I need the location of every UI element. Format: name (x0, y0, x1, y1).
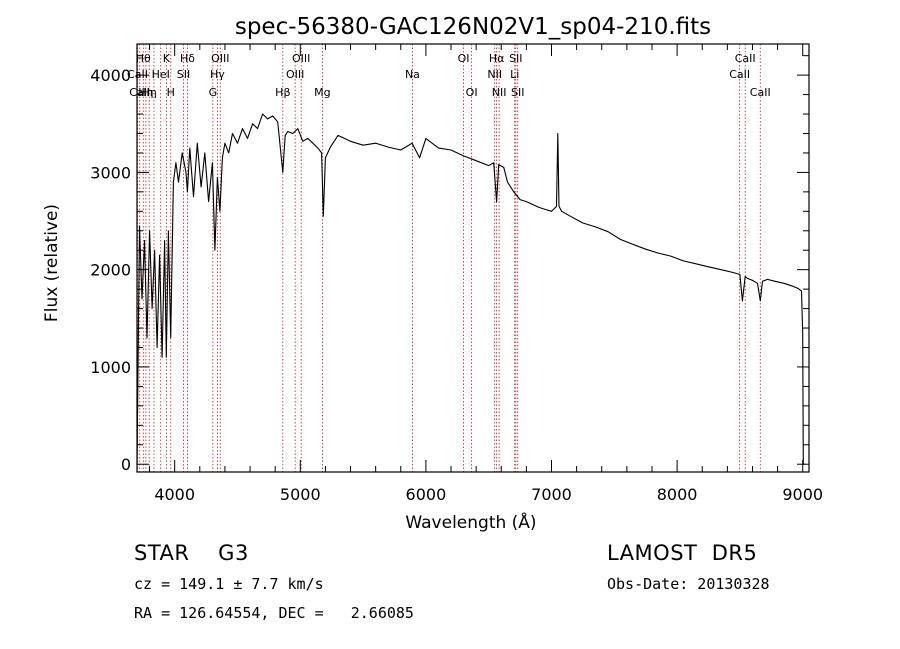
y-tick-label: 2000 (90, 261, 131, 280)
line-label: OIII (286, 68, 304, 81)
x-axis: 4000 5000 6000 7000 8000 9000 (149, 44, 823, 504)
line-label: Mg (314, 86, 330, 99)
line-label: Hγ (210, 68, 225, 81)
line-label: K (163, 52, 171, 65)
line-label: OI (466, 86, 478, 99)
chart-title: spec-56380-GAC126N02V1_sp04-210.fits (235, 14, 711, 40)
line-label: OIII (292, 52, 310, 65)
line-label: CaII (735, 52, 756, 65)
line-label: Hη (142, 86, 157, 99)
line-label: OIII (211, 52, 229, 65)
line-label: NII (487, 68, 502, 81)
x-tick-label: 4000 (154, 485, 195, 504)
y-tick-label: 3000 (90, 163, 131, 182)
line-label: Hη (138, 86, 153, 99)
line-label: Hα (489, 52, 505, 65)
line-label: CaII (129, 86, 150, 99)
y-tick-label: 4000 (90, 66, 131, 85)
line-label: SII (509, 52, 522, 65)
line-label: Hδ (180, 52, 195, 65)
line-label: Hβ (275, 86, 290, 99)
coordinates: RA = 126.64554, DEC = 2.66085 (134, 604, 414, 622)
observation-date: Obs-Date: 20130328 (607, 575, 770, 593)
line-labels: CaIICaIIHθHηHηHeIKHSIIHδGHγOIIIHβOIIIOII… (127, 52, 771, 99)
line-label: CaII (750, 86, 771, 99)
line-label: NII (492, 86, 507, 99)
x-tick-label: 7000 (531, 485, 572, 504)
y-tick-label: 0 (121, 455, 131, 474)
object-class: STAR G3 (134, 541, 249, 565)
line-label: Hθ (136, 52, 151, 65)
line-label: H (167, 86, 175, 99)
x-axis-label: Wavelength (Å) (405, 511, 536, 533)
redshift-velocity: cz = 149.1 ± 7.7 km/s (134, 575, 324, 593)
line-label: Na (405, 68, 420, 81)
line-label: CaII (729, 68, 750, 81)
survey-label: LAMOST DR5 (607, 541, 758, 565)
line-label: HeI (152, 68, 170, 81)
line-label: OI (458, 52, 470, 65)
y-axis: 0 1000 2000 3000 4000 (90, 55, 809, 474)
y-tick-label: 1000 (90, 358, 131, 377)
x-tick-label: 6000 (406, 485, 447, 504)
x-tick-label: 5000 (280, 485, 321, 504)
x-tick-label: 8000 (657, 485, 698, 504)
line-label: SII (511, 86, 524, 99)
line-label: SII (177, 68, 190, 81)
line-label: G (209, 86, 218, 99)
y-axis-label: Flux (relative) (42, 204, 62, 322)
emission-line-markers (137, 44, 761, 472)
spectrum-series-line (136, 113, 805, 465)
plot-frame (136, 43, 810, 473)
x-tick-label: 9000 (782, 485, 823, 504)
line-label: Li (510, 68, 519, 81)
